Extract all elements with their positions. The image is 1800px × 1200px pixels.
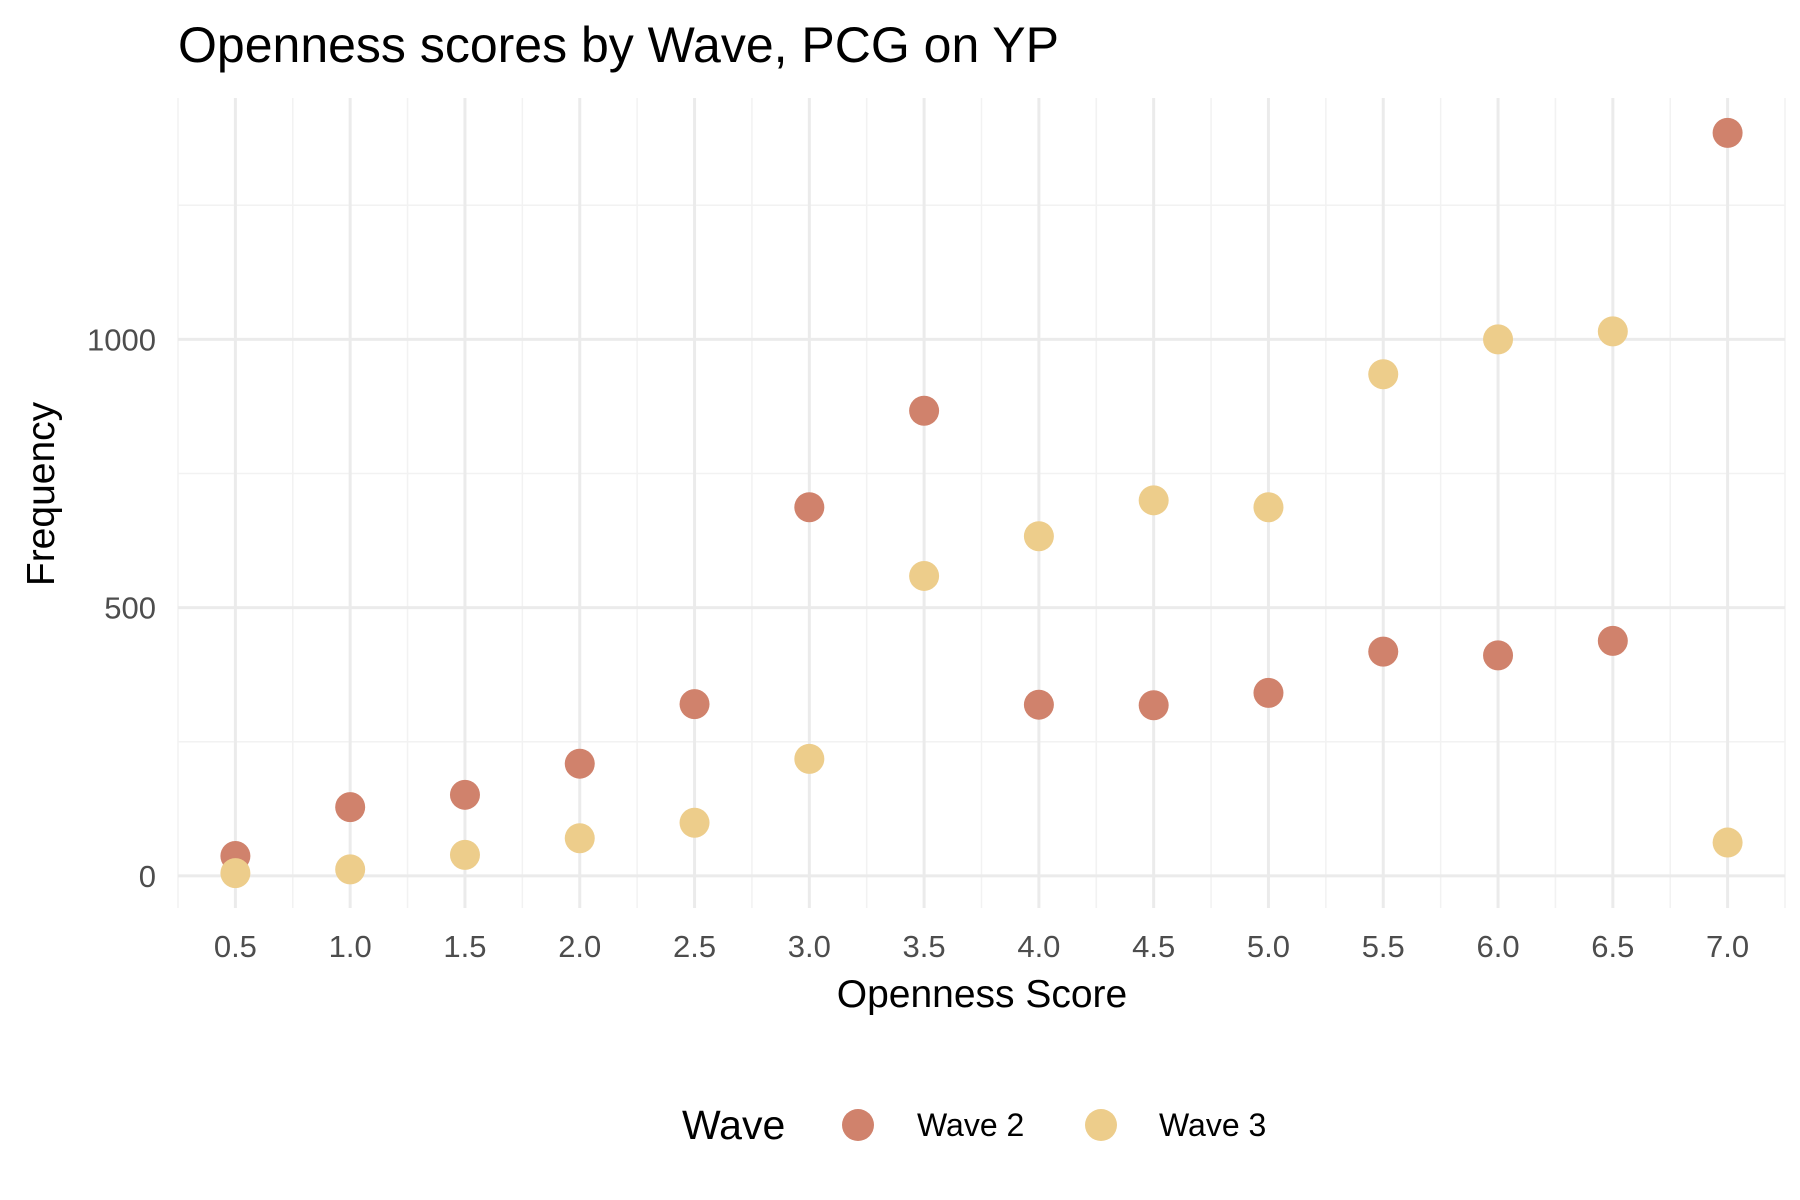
x-tick-label: 5.5 [1362,929,1405,964]
y-tick-label: 0 [139,859,156,894]
legend-label-wave-2: Wave 2 [917,1107,1024,1143]
x-axis-title: Openness Score [837,973,1128,1016]
data-point [564,823,595,854]
legend-label-wave-3: Wave 3 [1159,1107,1266,1143]
x-tick-label: 6.0 [1476,929,1519,964]
data-point [1138,690,1169,721]
data-point [794,492,825,523]
y-tick-label: 1000 [87,322,156,357]
data-point [564,748,595,779]
data-point [679,689,710,720]
y-tick-label: 500 [104,591,156,626]
x-tick-label: 4.5 [1132,929,1175,964]
data-points [220,117,1743,889]
legend: Wave Wave 2 Wave 3 [682,1102,1266,1148]
data-point [1023,689,1054,720]
data-point [1368,636,1399,667]
x-tick-label: 5.0 [1247,929,1290,964]
data-point [1712,117,1743,148]
x-tick-label: 1.5 [443,929,486,964]
x-tick-label: 2.5 [673,929,716,964]
data-point [220,858,251,889]
data-point [335,854,366,885]
x-tick-label: 2.0 [558,929,601,964]
legend-swatch-wave-3 [1085,1109,1117,1141]
data-point [1023,521,1054,552]
x-tick-label: 4.0 [1017,929,1060,964]
data-point [794,743,825,774]
data-point [679,807,710,838]
series-wave-3 [220,316,1743,889]
x-tick-label: 3.0 [788,929,831,964]
legend-title: Wave [682,1102,785,1148]
data-point [909,395,940,426]
chart-title: Openness scores by Wave, PCG on YP [178,17,1059,73]
x-tick-label: 6.5 [1591,929,1634,964]
data-point [1597,625,1628,656]
data-point [1597,316,1628,347]
y-axis-tick-labels: 0 500 1000 [87,322,156,893]
x-tick-label: 7.0 [1706,929,1749,964]
x-axis-tick-labels: 0.5 1.0 1.5 2.0 2.5 3.0 3.5 4.0 4.5 5.0 5.5 6.0 6.5 7… [214,929,1749,964]
data-point [1483,640,1514,671]
data-point [335,792,366,823]
grid [177,98,1786,908]
x-tick-label: 1.0 [329,929,372,964]
series-wave-2 [220,117,1743,871]
data-point [1368,359,1399,390]
y-axis-title: Frequency [20,401,63,586]
data-point [1253,492,1284,523]
data-point [1712,827,1743,858]
data-point [449,839,480,870]
x-tick-label: 0.5 [214,929,257,964]
data-point [1138,485,1169,516]
data-point [449,779,480,810]
data-point [1253,677,1284,708]
legend-swatch-wave-2 [842,1109,874,1141]
data-point [1483,324,1514,355]
data-point [909,560,940,591]
x-tick-label: 3.5 [903,929,946,964]
